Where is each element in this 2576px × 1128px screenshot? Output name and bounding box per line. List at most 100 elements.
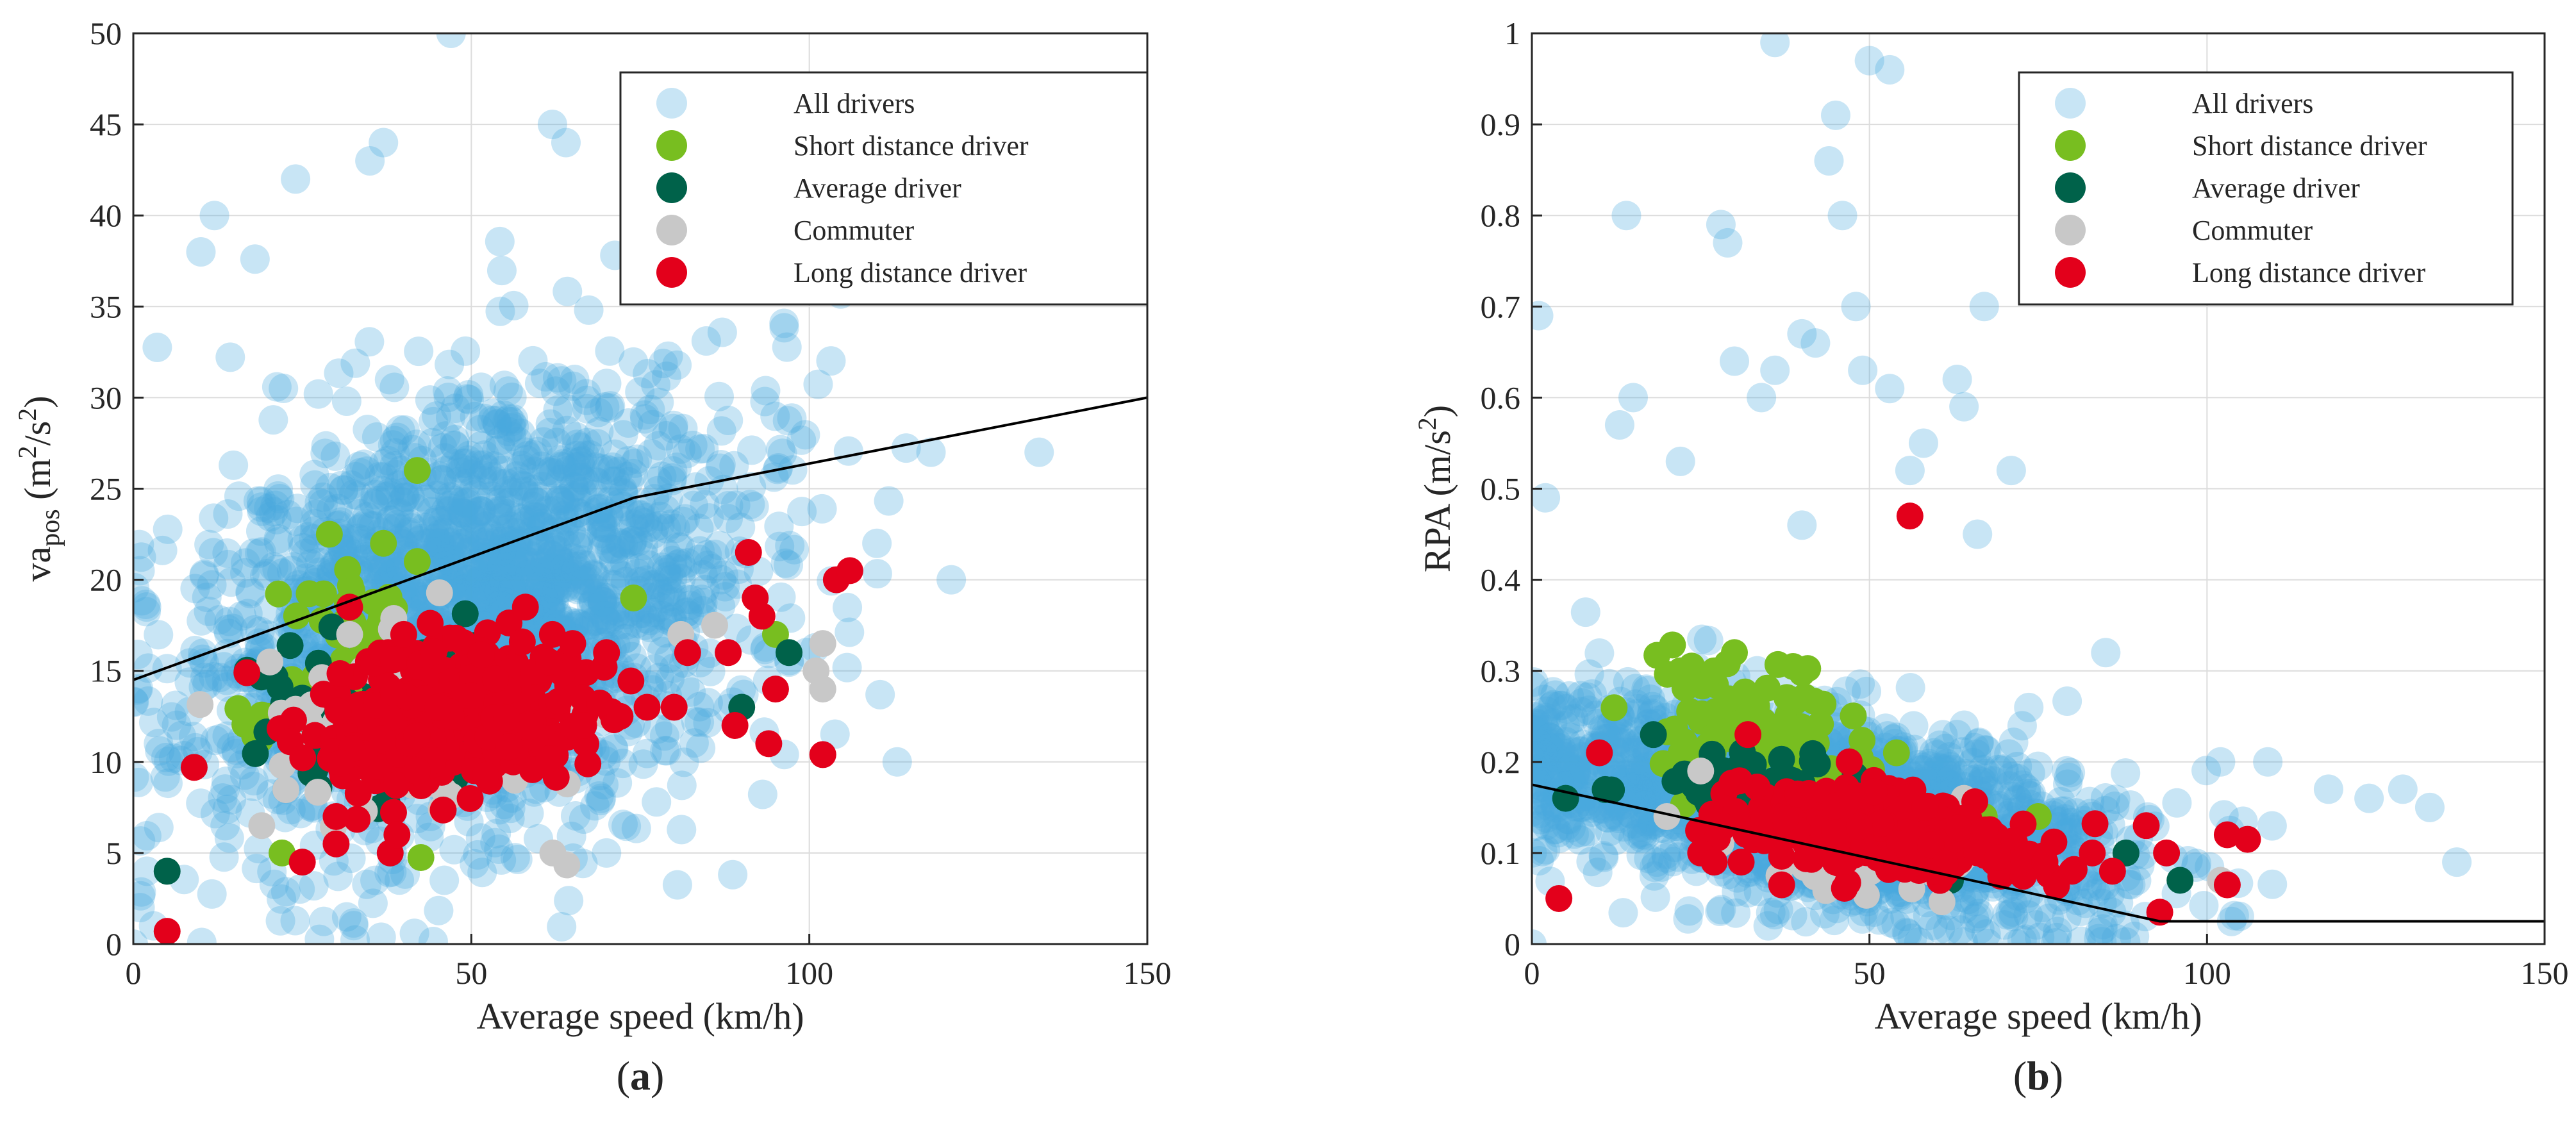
data-point	[542, 569, 572, 599]
data-point	[693, 708, 723, 738]
data-point	[2052, 686, 2082, 717]
data-point	[340, 925, 370, 944]
data-point	[133, 542, 156, 572]
data-point	[452, 469, 482, 499]
data-point	[671, 598, 701, 628]
data-point	[468, 465, 498, 495]
data-point	[192, 583, 222, 613]
data-point	[486, 256, 517, 286]
data-point	[547, 556, 577, 586]
data-point	[640, 512, 670, 542]
data-point	[617, 667, 645, 695]
data-point	[370, 481, 401, 511]
chart-b: 0 50 100 15000.10.20.30.40.50.60.70.80.91Av…	[1413, 15, 2569, 1099]
data-point	[547, 911, 577, 941]
data-point	[458, 475, 488, 505]
data-point	[133, 686, 163, 716]
data-point	[245, 516, 276, 546]
data-point	[407, 482, 437, 512]
data-point	[213, 618, 244, 649]
data-point	[862, 528, 892, 558]
data-point	[404, 336, 434, 367]
data-point	[180, 754, 208, 781]
data-point	[133, 556, 155, 586]
data-point	[482, 408, 512, 438]
data-point	[500, 518, 530, 548]
data-point	[1024, 437, 1054, 467]
data-point	[565, 570, 595, 601]
data-point	[326, 470, 356, 501]
data-point	[669, 747, 699, 777]
data-point	[645, 501, 675, 531]
data-point	[487, 534, 517, 564]
data-point	[542, 599, 572, 629]
data-point	[199, 201, 229, 231]
data-point	[2162, 788, 2192, 818]
data-point	[426, 529, 456, 559]
data-point	[2189, 890, 2219, 920]
data-point	[204, 662, 235, 692]
data-point	[584, 781, 614, 811]
data-point	[489, 790, 519, 820]
data-point	[245, 538, 275, 568]
data-point	[481, 665, 509, 693]
data-point	[2122, 865, 2152, 895]
y-axis-label: vapos (m2/s2)	[13, 395, 65, 581]
data-point	[213, 614, 243, 644]
data-point	[494, 404, 524, 434]
data-point	[477, 570, 507, 601]
data-point	[449, 574, 479, 604]
data-point	[239, 766, 269, 796]
data-point	[378, 553, 408, 583]
panel-label-letter: a	[630, 1053, 651, 1099]
y-tick-label: 5	[106, 835, 122, 871]
data-point	[212, 638, 242, 668]
data-point	[376, 505, 406, 535]
data-point	[481, 818, 511, 849]
data-point	[385, 865, 415, 895]
data-point	[462, 558, 492, 588]
data-point	[656, 581, 686, 611]
data-point	[679, 728, 709, 758]
data-point	[470, 522, 501, 552]
data-point	[212, 672, 242, 702]
data-point	[411, 484, 442, 514]
panel-label-open: (	[617, 1053, 630, 1099]
data-point	[652, 577, 683, 607]
data-point	[358, 554, 388, 585]
data-point	[289, 744, 317, 772]
data-point	[809, 630, 836, 658]
data-point	[540, 559, 570, 589]
data-point	[367, 554, 397, 585]
data-point	[310, 438, 340, 469]
data-point	[662, 870, 692, 900]
data-point	[506, 504, 536, 534]
data-point	[572, 574, 602, 604]
data-point	[262, 372, 292, 402]
data-point	[592, 524, 622, 554]
data-point	[542, 363, 572, 393]
data-point	[309, 906, 339, 936]
data-point	[735, 490, 765, 520]
data-point	[726, 512, 756, 542]
data-point	[469, 403, 499, 433]
data-point	[446, 497, 476, 527]
data-point	[650, 583, 680, 613]
data-point	[587, 502, 617, 532]
data-point	[435, 496, 465, 526]
data-point	[613, 446, 644, 476]
data-point	[477, 520, 507, 550]
data-point	[243, 486, 273, 516]
data-point	[772, 332, 802, 362]
data-point	[555, 479, 585, 510]
data-point	[465, 823, 495, 853]
data-point	[775, 531, 805, 561]
data-point	[246, 486, 276, 517]
legend-marker	[656, 215, 687, 245]
panel-label: (a)	[617, 1053, 665, 1099]
data-point	[336, 470, 366, 500]
data-point	[882, 747, 912, 777]
data-point	[199, 503, 229, 533]
data-point	[144, 813, 174, 843]
data-point	[567, 518, 597, 548]
